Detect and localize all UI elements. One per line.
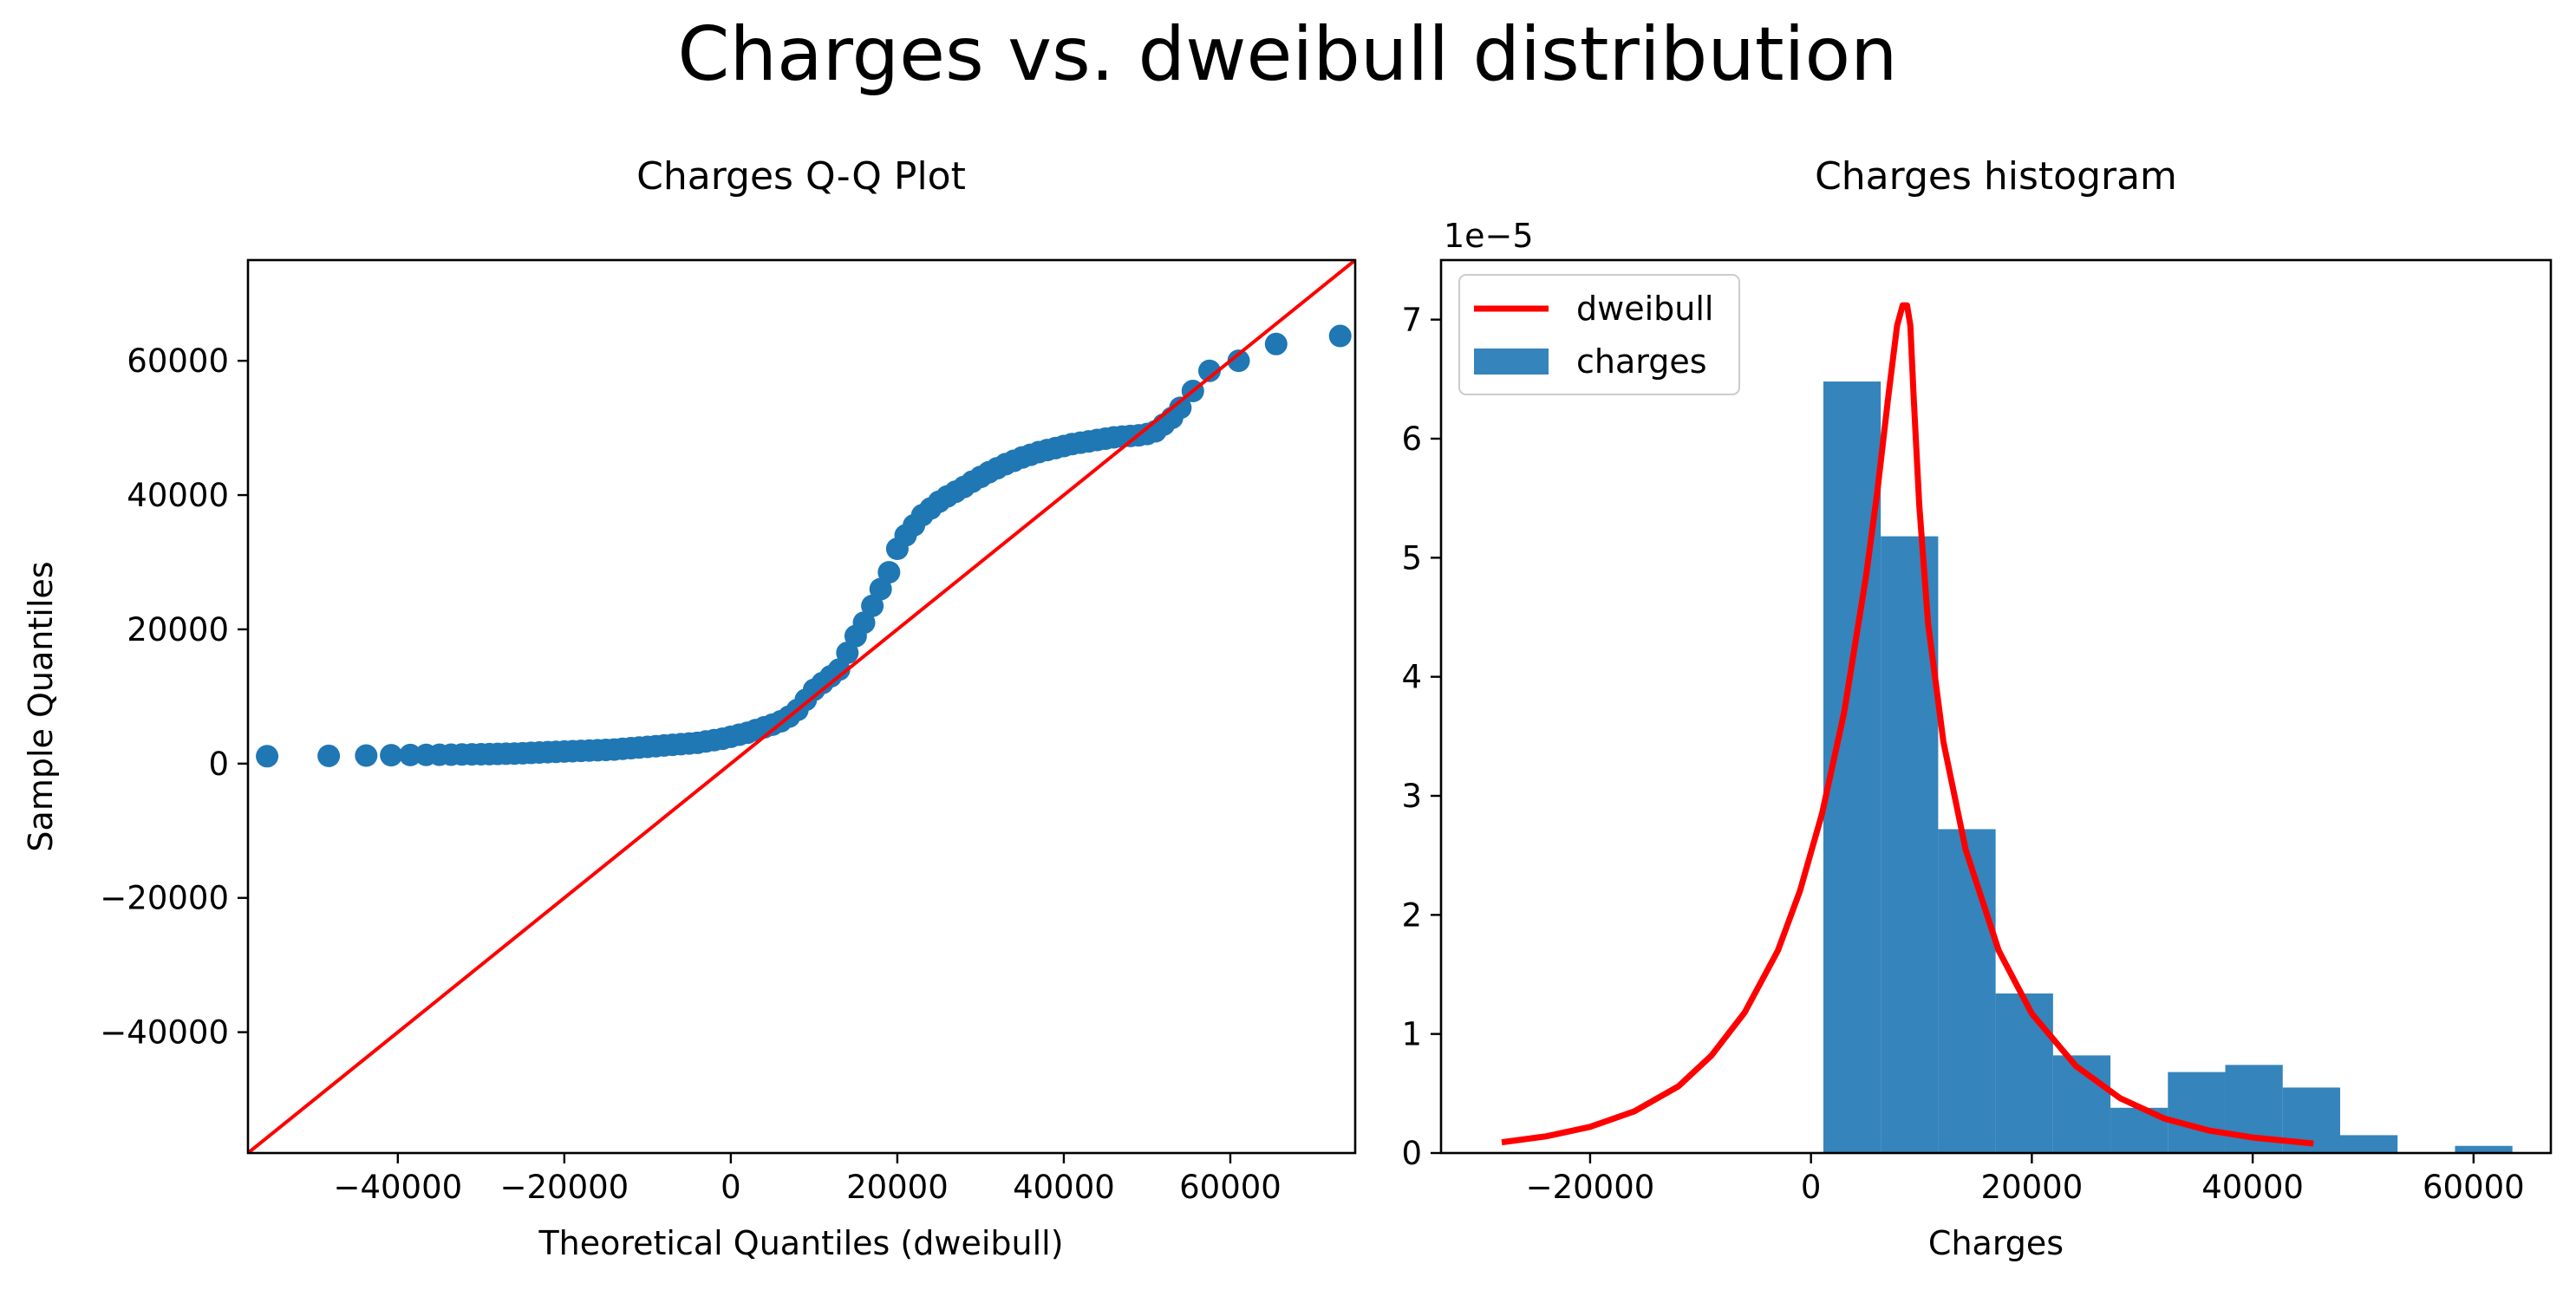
qq-x-axis-label: Theoretical Quantiles (dweibull) — [538, 1224, 1063, 1262]
qq-y-tick-label: 20000 — [127, 611, 229, 648]
qq-point — [1197, 359, 1221, 382]
qq-x-tick-label: 40000 — [1013, 1169, 1115, 1206]
figure-suptitle: Charges vs. dweibull distribution — [677, 11, 1897, 98]
histogram-x-axis-label: Charges — [1928, 1224, 2064, 1262]
qq-point — [1227, 349, 1250, 373]
qq-plot-area — [248, 260, 1355, 1153]
qq-axes-frame — [246, 258, 1357, 1155]
qq-point — [1264, 332, 1288, 355]
histogram-bar — [1995, 993, 2053, 1153]
histogram-x-tick-label: 20000 — [1981, 1169, 2084, 1206]
qq-point — [1169, 396, 1192, 420]
qq-point — [852, 611, 876, 635]
histogram-panel: Charges histogram 1e−5 −20000 0 20000 40000… — [1401, 154, 2553, 1262]
qq-point — [380, 744, 403, 767]
histogram-y-tick-label: 3 — [1401, 778, 1422, 815]
histogram-ticks: −20000 0 20000 40000 60000 0 1 2 3 4 5 6 7 — [1401, 302, 2524, 1206]
qq-ticks: −40000 −20000 0 20000 40000 60000 −40000 −20000… — [100, 342, 1281, 1206]
qq-point — [256, 745, 279, 768]
histogram-y-tick-label: 5 — [1401, 539, 1422, 577]
histogram-bar — [2455, 1145, 2513, 1153]
histogram-legend: dweibull charges — [1458, 274, 1740, 395]
dweibull-density-curve — [1501, 302, 2314, 1147]
qq-x-tick-label: 20000 — [846, 1169, 949, 1206]
qq-point — [877, 561, 901, 584]
legend-charges-label: charges — [1576, 342, 1707, 381]
qq-y-axis-label: Sample Quantiles — [22, 561, 60, 851]
legend-dweibull-label: dweibull — [1576, 290, 1713, 328]
qq-x-tick-label: 0 — [721, 1169, 741, 1206]
qq-point — [836, 642, 859, 665]
histogram-y-tick-label: 4 — [1401, 659, 1422, 696]
qq-x-tick-label: −20000 — [499, 1169, 629, 1206]
qq-reference-line — [248, 260, 1355, 1153]
histogram-axes-frame — [1439, 258, 2553, 1155]
qq-plot-panel: Charges Q-Q Plot −40000 −20000 0 20000 40000… — [22, 154, 1357, 1262]
qq-y-tick-label: 40000 — [127, 477, 229, 514]
histogram-y-scale-label: 1e−5 — [1444, 217, 1534, 255]
qq-x-tick-label: −40000 — [333, 1169, 462, 1206]
qq-point — [827, 658, 851, 681]
histogram-x-tick-label: 60000 — [2423, 1169, 2525, 1206]
histogram-x-tick-label: −20000 — [1526, 1169, 1655, 1206]
histogram-y-tick-label: 0 — [1401, 1135, 1422, 1172]
histogram-x-tick-label: 40000 — [2201, 1169, 2304, 1206]
qq-y-tick-label: 60000 — [127, 342, 229, 380]
qq-x-tick-label: 60000 — [1179, 1169, 1281, 1206]
qq-y-tick-label: −40000 — [100, 1014, 229, 1052]
qq-point — [869, 577, 892, 601]
legend-charges-swatch — [1474, 349, 1549, 375]
histogram-y-tick-label: 1 — [1401, 1016, 1422, 1053]
histogram-y-tick-label: 6 — [1401, 420, 1422, 458]
qq-point — [317, 744, 341, 767]
qq-point — [861, 594, 884, 617]
qq-point — [1328, 324, 1352, 348]
qq-plot-title: Charges Q-Q Plot — [636, 154, 966, 199]
histogram-x-tick-label: 0 — [1801, 1169, 1822, 1206]
histogram-y-tick-label: 2 — [1401, 896, 1422, 934]
histogram-title: Charges histogram — [1815, 154, 2177, 199]
histogram-plot-area — [1501, 302, 2513, 1154]
histogram-bar — [2339, 1135, 2398, 1153]
qq-y-tick-label: 0 — [208, 746, 229, 783]
histogram-y-tick-label: 7 — [1401, 302, 1422, 339]
qq-point — [399, 743, 422, 766]
histogram-bar — [1938, 829, 1996, 1153]
qq-y-tick-label: −20000 — [100, 880, 229, 917]
qq-point — [355, 744, 378, 767]
histogram-bar — [2168, 1072, 2226, 1153]
